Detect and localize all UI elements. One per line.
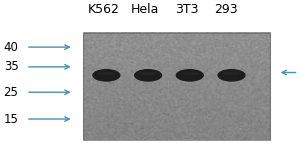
Text: Hela: Hela bbox=[131, 3, 159, 16]
Ellipse shape bbox=[138, 72, 158, 75]
Bar bbox=[82, 33, 270, 140]
Ellipse shape bbox=[97, 72, 116, 75]
Text: 3T3: 3T3 bbox=[175, 3, 199, 16]
Text: 293: 293 bbox=[214, 3, 237, 16]
Ellipse shape bbox=[180, 72, 200, 75]
Text: K562: K562 bbox=[87, 3, 119, 16]
Ellipse shape bbox=[222, 72, 242, 75]
Text: 40: 40 bbox=[4, 41, 19, 54]
Text: 15: 15 bbox=[4, 113, 19, 126]
Text: 35: 35 bbox=[4, 60, 19, 73]
Ellipse shape bbox=[176, 69, 204, 82]
Text: 25: 25 bbox=[4, 86, 19, 99]
Ellipse shape bbox=[134, 69, 162, 82]
Ellipse shape bbox=[217, 69, 246, 82]
Ellipse shape bbox=[92, 69, 121, 82]
